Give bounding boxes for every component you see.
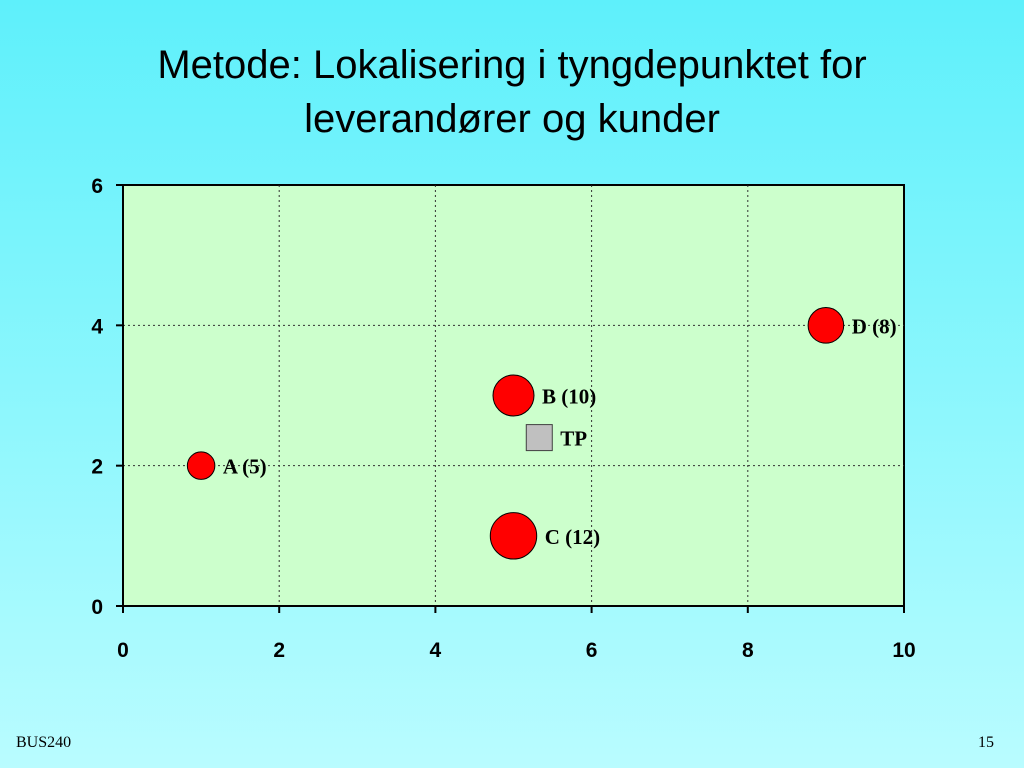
- page-number: 15: [978, 734, 994, 751]
- point-c-label: C (12): [545, 525, 600, 549]
- slide-title: Metode: Lokalisering i tyngdepunktet for…: [0, 38, 1024, 146]
- title-line-1: Metode: Lokalisering i tyngdepunktet for: [157, 43, 867, 87]
- x-tick-label-10: 10: [892, 639, 915, 662]
- y-tick-label-0: 0: [91, 596, 103, 619]
- x-tick-label-0: 0: [117, 639, 129, 662]
- point-d-label: D (8): [852, 314, 897, 338]
- point-tp-marker: [525, 424, 553, 452]
- x-tick-label-8: 8: [742, 639, 754, 662]
- y-tick-label-4: 4: [91, 315, 103, 338]
- point-b-marker: [492, 374, 535, 417]
- point-a-marker: [186, 451, 216, 480]
- course-code: BUS240: [16, 734, 72, 751]
- y-tick-label-2: 2: [91, 456, 103, 479]
- point-tp-label: TP: [560, 427, 587, 451]
- x-tick-label-4: 4: [430, 639, 442, 662]
- y-tick-label-6: 6: [91, 175, 103, 198]
- title-line-2: leverandører og kunder: [304, 97, 720, 141]
- point-b-label: B (10): [542, 385, 596, 409]
- point-c-marker: [489, 512, 538, 560]
- x-tick-label-2: 2: [273, 639, 285, 662]
- point-a-label: A (5): [223, 455, 267, 479]
- point-d-marker: [807, 307, 845, 344]
- x-tick-label-6: 6: [586, 639, 598, 662]
